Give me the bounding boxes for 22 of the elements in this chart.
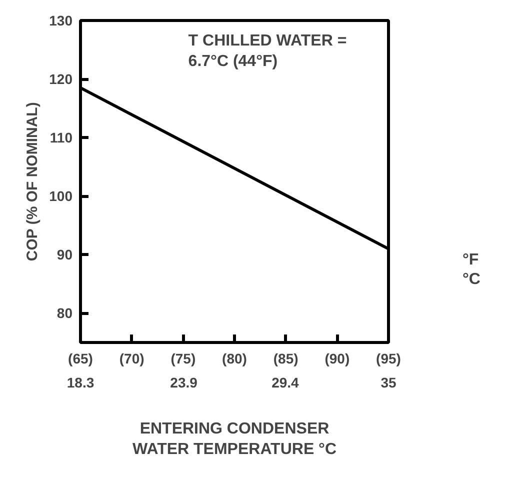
x-axis-title: ENTERING CONDENSER WATER TEMPERATURE °C <box>132 420 337 458</box>
y-axis-title: COP (% OF NOMINAL) <box>24 102 42 262</box>
x2-tick-label: 23.9 <box>170 374 198 390</box>
x-tick-label: (75) <box>170 350 196 366</box>
text: °F <box>462 252 479 269</box>
text: °C <box>462 271 481 288</box>
y-tick-label: 90 <box>56 246 73 263</box>
x-tick-label: (95) <box>376 350 401 366</box>
y-tick-label: 130 <box>49 12 73 28</box>
x-tick-label: (85) <box>273 350 298 366</box>
x-tick-label: (90) <box>324 350 350 366</box>
x-tick-label: (80) <box>222 350 247 366</box>
x2-tick-label: 18.3 <box>66 374 94 390</box>
x2-tick-label: 35 <box>380 374 396 390</box>
y-tick-label: 120 <box>49 71 73 88</box>
x2-tick-label: 29.4 <box>272 374 300 390</box>
x-tick-label: (70) <box>119 350 144 366</box>
y-tick-label: 80 <box>56 305 73 322</box>
y-tick-label: 110 <box>50 130 73 146</box>
annotation: T CHILLED WATER = 6.7°C (44°F) <box>188 32 347 70</box>
x-tick-label: (65) <box>68 350 93 366</box>
y-tick-label: 100 <box>49 188 73 204</box>
